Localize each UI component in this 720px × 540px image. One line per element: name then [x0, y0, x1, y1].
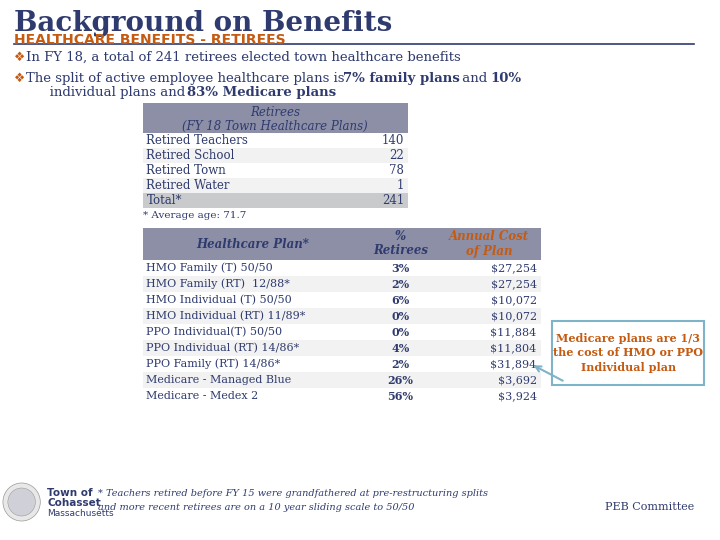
Text: $10,072: $10,072	[490, 311, 536, 321]
Text: $31,894: $31,894	[490, 359, 536, 369]
Text: 56%: 56%	[387, 390, 413, 402]
Text: $11,884: $11,884	[490, 327, 536, 337]
Text: Medicare - Managed Blue: Medicare - Managed Blue	[146, 375, 292, 385]
Text: 83% Medicare plans: 83% Medicare plans	[187, 86, 336, 99]
Text: %: %	[395, 231, 406, 244]
Text: of Plan: of Plan	[466, 245, 513, 258]
FancyBboxPatch shape	[143, 148, 408, 163]
FancyBboxPatch shape	[143, 388, 541, 404]
Text: * Teachers retired before FY 15 were grandfathered at pre-restructuring splits: * Teachers retired before FY 15 were gra…	[99, 489, 488, 498]
Text: $11,804: $11,804	[490, 343, 536, 353]
Text: HEALTHCARE BENEFITS - RETIREES: HEALTHCARE BENEFITS - RETIREES	[14, 33, 285, 47]
Text: Retired Town: Retired Town	[146, 164, 226, 177]
Text: PEB Committee: PEB Committee	[605, 502, 694, 512]
Text: ❖: ❖	[14, 72, 25, 85]
Text: 22: 22	[390, 149, 404, 162]
FancyBboxPatch shape	[143, 340, 541, 356]
Text: 140: 140	[382, 134, 404, 147]
Text: The split of active employee healthcare plans is: The split of active employee healthcare …	[25, 72, 348, 85]
Text: (FY 18 Town Healthcare Plans): (FY 18 Town Healthcare Plans)	[182, 119, 368, 132]
Text: individual plans and: individual plans and	[37, 86, 190, 99]
Text: 10%: 10%	[490, 72, 522, 85]
Text: Medicare plans are 1/3
the cost of HMO or PPO
Individual plan: Medicare plans are 1/3 the cost of HMO o…	[553, 333, 703, 373]
Text: HMO Individual (T) 50/50: HMO Individual (T) 50/50	[146, 295, 292, 305]
Text: Annual Cost: Annual Cost	[449, 231, 529, 244]
Text: HMO Family (T) 50/50: HMO Family (T) 50/50	[146, 263, 273, 273]
Text: ❖: ❖	[14, 51, 25, 64]
Text: Town of: Town of	[48, 488, 93, 498]
Text: Retired Teachers: Retired Teachers	[146, 134, 248, 147]
FancyBboxPatch shape	[143, 276, 541, 292]
FancyBboxPatch shape	[143, 133, 408, 148]
Text: Retired Water: Retired Water	[146, 179, 230, 192]
Text: 26%: 26%	[387, 375, 413, 386]
Text: and more recent retirees are on a 10 year sliding scale to 50/50: and more recent retirees are on a 10 yea…	[99, 503, 415, 511]
Text: $3,924: $3,924	[498, 391, 536, 401]
FancyBboxPatch shape	[143, 260, 541, 276]
Text: 4%: 4%	[392, 342, 410, 354]
FancyBboxPatch shape	[143, 372, 541, 388]
Text: $27,254: $27,254	[490, 263, 536, 273]
Text: Massachusetts: Massachusetts	[48, 509, 114, 517]
Circle shape	[8, 488, 35, 516]
FancyBboxPatch shape	[143, 178, 408, 193]
Text: 6%: 6%	[392, 294, 410, 306]
FancyBboxPatch shape	[552, 321, 704, 385]
FancyBboxPatch shape	[143, 356, 541, 372]
Text: Retired School: Retired School	[146, 149, 235, 162]
Text: 3%: 3%	[392, 262, 410, 273]
Text: 241: 241	[382, 194, 404, 207]
FancyBboxPatch shape	[143, 193, 408, 208]
Text: Cohasset: Cohasset	[48, 498, 101, 508]
Text: In FY 18, a total of 241 retirees elected town healthcare benefits: In FY 18, a total of 241 retirees electe…	[25, 51, 460, 64]
Text: 0%: 0%	[392, 327, 410, 338]
Text: 2%: 2%	[392, 359, 410, 369]
Text: * Average age: 71.7: * Average age: 71.7	[143, 211, 246, 220]
FancyBboxPatch shape	[143, 228, 541, 260]
Text: HMO Family (RT)  12/88*: HMO Family (RT) 12/88*	[146, 279, 290, 289]
FancyBboxPatch shape	[143, 103, 408, 133]
FancyBboxPatch shape	[143, 292, 541, 308]
Text: 1: 1	[397, 179, 404, 192]
Circle shape	[3, 483, 40, 521]
Text: and: and	[458, 72, 491, 85]
Text: $10,072: $10,072	[490, 295, 536, 305]
Text: PPO Individual (RT) 14/86*: PPO Individual (RT) 14/86*	[146, 343, 300, 353]
Text: Total*: Total*	[146, 194, 182, 207]
Text: Retirees: Retirees	[251, 105, 300, 118]
FancyBboxPatch shape	[143, 308, 541, 324]
Text: Healthcare Plan*: Healthcare Plan*	[197, 238, 310, 251]
Text: $3,692: $3,692	[498, 375, 536, 385]
Text: HMO Individual (RT) 11/89*: HMO Individual (RT) 11/89*	[146, 311, 306, 321]
Text: Background on Benefits: Background on Benefits	[14, 10, 392, 37]
FancyBboxPatch shape	[143, 163, 408, 178]
Text: 2%: 2%	[392, 279, 410, 289]
Text: 78: 78	[389, 164, 404, 177]
Text: Retirees: Retirees	[373, 245, 428, 258]
Text: PPO Individual(T) 50/50: PPO Individual(T) 50/50	[146, 327, 282, 337]
Text: $27,254: $27,254	[490, 279, 536, 289]
Text: 7% family plans: 7% family plans	[343, 72, 459, 85]
FancyBboxPatch shape	[143, 324, 541, 340]
Text: PPO Family (RT) 14/86*: PPO Family (RT) 14/86*	[146, 359, 281, 369]
Text: Medicare - Medex 2: Medicare - Medex 2	[146, 391, 258, 401]
Text: 0%: 0%	[392, 310, 410, 321]
